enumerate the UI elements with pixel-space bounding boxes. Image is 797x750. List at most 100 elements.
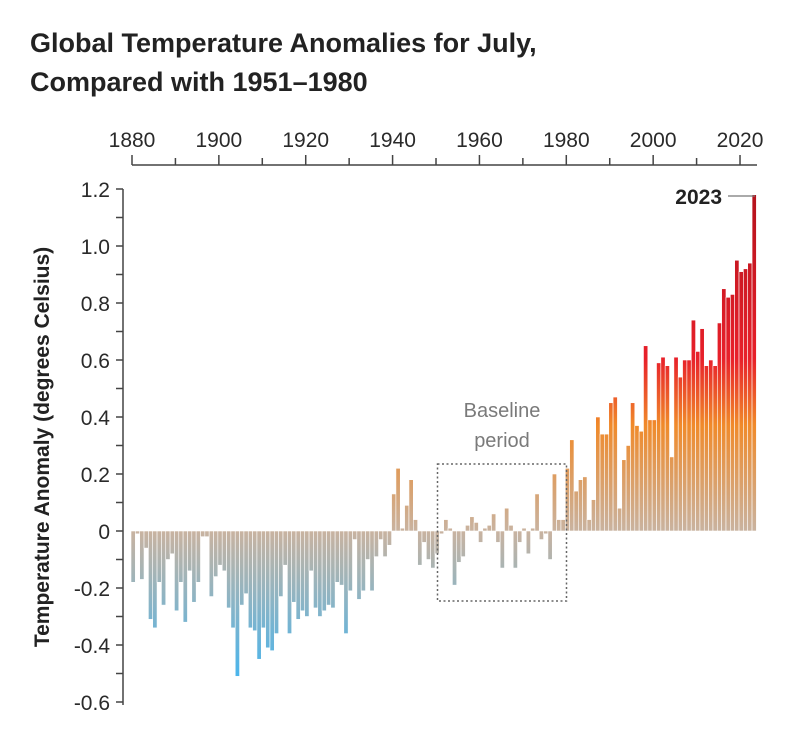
bar-1958 [469, 516, 475, 532]
bar-1983 [578, 479, 583, 532]
bar-1927 [334, 530, 340, 583]
bar-1975 [543, 530, 549, 535]
bar-1893 [187, 530, 193, 572]
bar-1896 [200, 530, 206, 537]
bar-1930 [347, 530, 353, 592]
bar-1910 [260, 530, 266, 629]
bar-1897 [204, 530, 210, 537]
bar-2016 [721, 288, 727, 532]
bar-1899 [213, 530, 219, 577]
bar-1963 [491, 513, 497, 532]
bar-1948 [426, 530, 431, 560]
x-tick-label: 1900 [196, 129, 243, 152]
y-tick-label: 0.6 [81, 350, 110, 373]
bar-2014 [712, 365, 718, 532]
bar-1951 [439, 530, 444, 535]
x-tick-label: 2000 [630, 129, 677, 152]
y-tick-label: 0.8 [81, 293, 110, 316]
y-tick-label: 0 [98, 521, 110, 544]
bar-1934 [365, 530, 371, 560]
bar-1940 [391, 493, 397, 532]
bar-1906 [243, 530, 249, 595]
bar-1887 [161, 530, 167, 606]
y-tick-label: -0.4 [74, 635, 111, 658]
bar-1902 [226, 530, 232, 609]
bar-1972 [530, 527, 536, 532]
bar-1987 [595, 416, 601, 532]
y-tick-label: 0.4 [81, 407, 111, 430]
bar-1909 [256, 530, 262, 660]
baseline-period-box [436, 463, 568, 602]
bar-1943 [404, 505, 410, 532]
bar-1959 [473, 522, 479, 532]
bar-1961 [482, 527, 488, 532]
bar-1939 [386, 530, 392, 546]
bar-1985 [586, 519, 592, 532]
bar-1952 [443, 519, 449, 532]
bar-2023 [751, 194, 757, 532]
bar-1949 [430, 530, 436, 569]
bar-2004 [669, 456, 675, 532]
bar-1981 [569, 439, 575, 532]
bar-1970 [521, 527, 527, 532]
bar-1914 [278, 530, 284, 597]
bar-1994 [625, 445, 631, 532]
bar-1978 [556, 519, 562, 532]
bar-2003 [664, 365, 670, 532]
bar-1955 [456, 530, 462, 563]
bar-1884 [148, 530, 154, 620]
bar-1933 [360, 530, 366, 592]
bar-1989 [604, 433, 610, 532]
bar-2011 [699, 328, 705, 532]
bar-1960 [478, 530, 484, 543]
bar-1892 [182, 530, 188, 623]
bar-1995 [630, 402, 636, 532]
bar-1924 [321, 530, 327, 612]
bar-1920 [304, 530, 310, 617]
bar-2009 [690, 319, 696, 532]
bar-1886 [156, 530, 162, 583]
bar-1957 [465, 524, 471, 532]
bar-2017 [725, 296, 731, 532]
chart-title-line-2: Compared with 1951–1980 [30, 67, 368, 97]
baseline-label-line-1: Baseline [464, 400, 541, 422]
bar-1977 [551, 473, 557, 532]
bar-1993 [621, 459, 627, 532]
bar-2020 [738, 271, 744, 532]
bar-1885 [152, 530, 158, 629]
bar-1931 [352, 530, 358, 540]
bar-1913 [274, 530, 279, 634]
x-tick-label: 1980 [543, 129, 590, 152]
bar-1968 [512, 530, 518, 569]
bar-2010 [695, 351, 701, 532]
bar-1903 [230, 530, 236, 629]
y-tick-label: 1.2 [81, 179, 110, 202]
bar-1976 [547, 530, 553, 560]
chart-title-line-1: Global Temperature Anomalies for July, [30, 28, 537, 58]
y-tick-label: -0.2 [74, 578, 110, 601]
bar-1889 [169, 530, 175, 555]
bar-1919 [300, 530, 306, 612]
bar-2000 [651, 419, 657, 532]
bar-1922 [313, 530, 319, 609]
bar-1953 [447, 527, 453, 532]
bar-1891 [178, 530, 184, 583]
bar-1974 [538, 530, 544, 540]
x-tick-label: 1880 [109, 129, 156, 152]
bar-1991 [612, 396, 618, 532]
bar-1966 [504, 507, 510, 532]
x-tick-label: 2020 [717, 129, 764, 152]
bar-1942 [399, 527, 405, 532]
bar-1894 [191, 530, 197, 603]
bar-1895 [195, 530, 201, 583]
bar-1947 [421, 530, 427, 543]
y-tick-label: -0.6 [74, 692, 110, 715]
bar-1937 [378, 530, 384, 540]
bar-1905 [239, 530, 245, 606]
bar-1969 [517, 530, 523, 543]
bar-2005 [673, 356, 679, 532]
bar-2019 [734, 259, 740, 532]
bar-1929 [343, 530, 349, 634]
bar-1990 [608, 402, 614, 532]
